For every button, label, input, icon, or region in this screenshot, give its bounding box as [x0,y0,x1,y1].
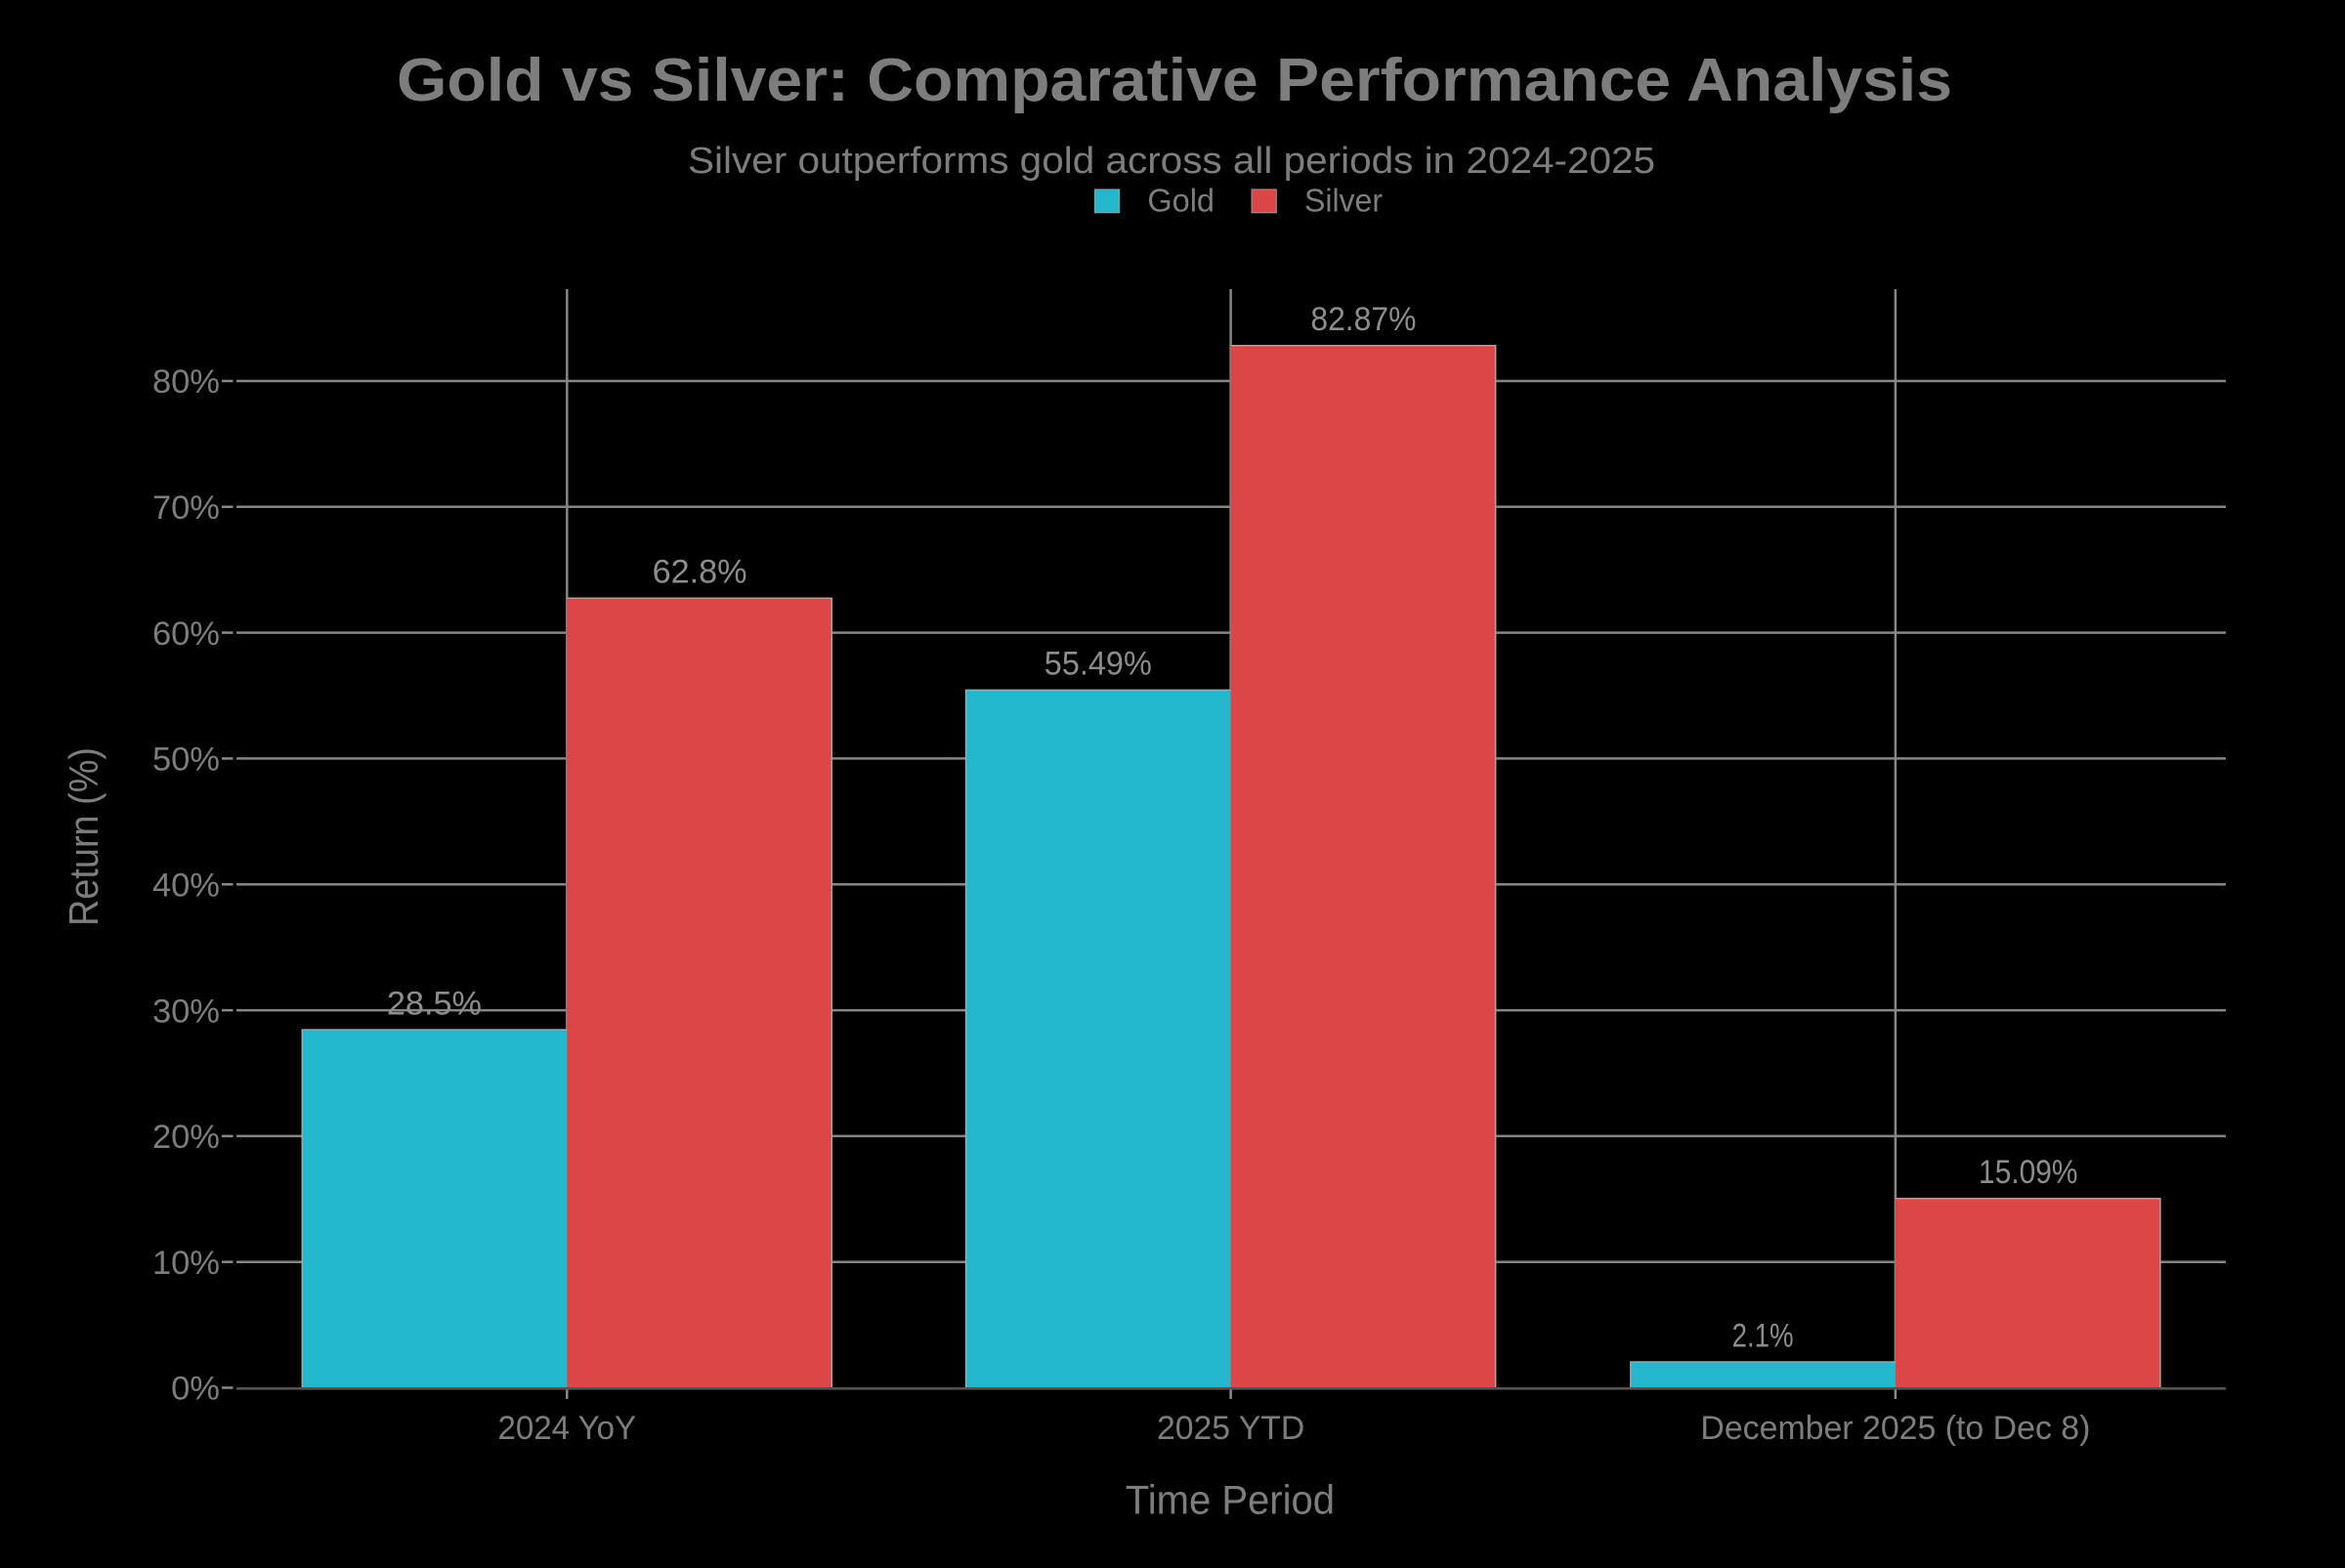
svg-text:0%: 0% [171,1371,220,1408]
svg-text:2.1%: 2.1% [1732,1317,1794,1354]
svg-text:Silver: Silver [1304,183,1383,219]
svg-text:70%: 70% [152,489,220,527]
svg-text:10%: 10% [152,1245,220,1282]
svg-text:Return (%): Return (%) [61,747,107,926]
svg-text:Gold vs Silver: Comparative Pe: Gold vs Silver: Comparative Performance … [397,47,1952,114]
svg-text:55.49%: 55.49% [1045,646,1152,683]
svg-text:Gold: Gold [1147,183,1215,219]
svg-text:Silver outperforms gold across: Silver outperforms gold across all perio… [688,141,1655,182]
svg-text:40%: 40% [152,868,220,905]
svg-text:60%: 60% [152,615,220,653]
svg-text:50%: 50% [152,742,220,779]
svg-text:15.09%: 15.09% [1979,1154,2078,1191]
svg-text:Time Period: Time Period [1126,1477,1335,1523]
svg-text:82.87%: 82.87% [1310,301,1416,338]
svg-text:62.8%: 62.8% [653,554,747,591]
svg-text:December 2025 (to Dec 8): December 2025 (to Dec 8) [1700,1410,2090,1447]
svg-text:28.5%: 28.5% [387,985,482,1022]
svg-text:20%: 20% [152,1119,220,1156]
svg-text:30%: 30% [152,993,220,1030]
svg-text:2024 YoY: 2024 YoY [498,1410,637,1447]
svg-text:2025 YTD: 2025 YTD [1157,1410,1304,1447]
svg-text:80%: 80% [152,363,220,401]
